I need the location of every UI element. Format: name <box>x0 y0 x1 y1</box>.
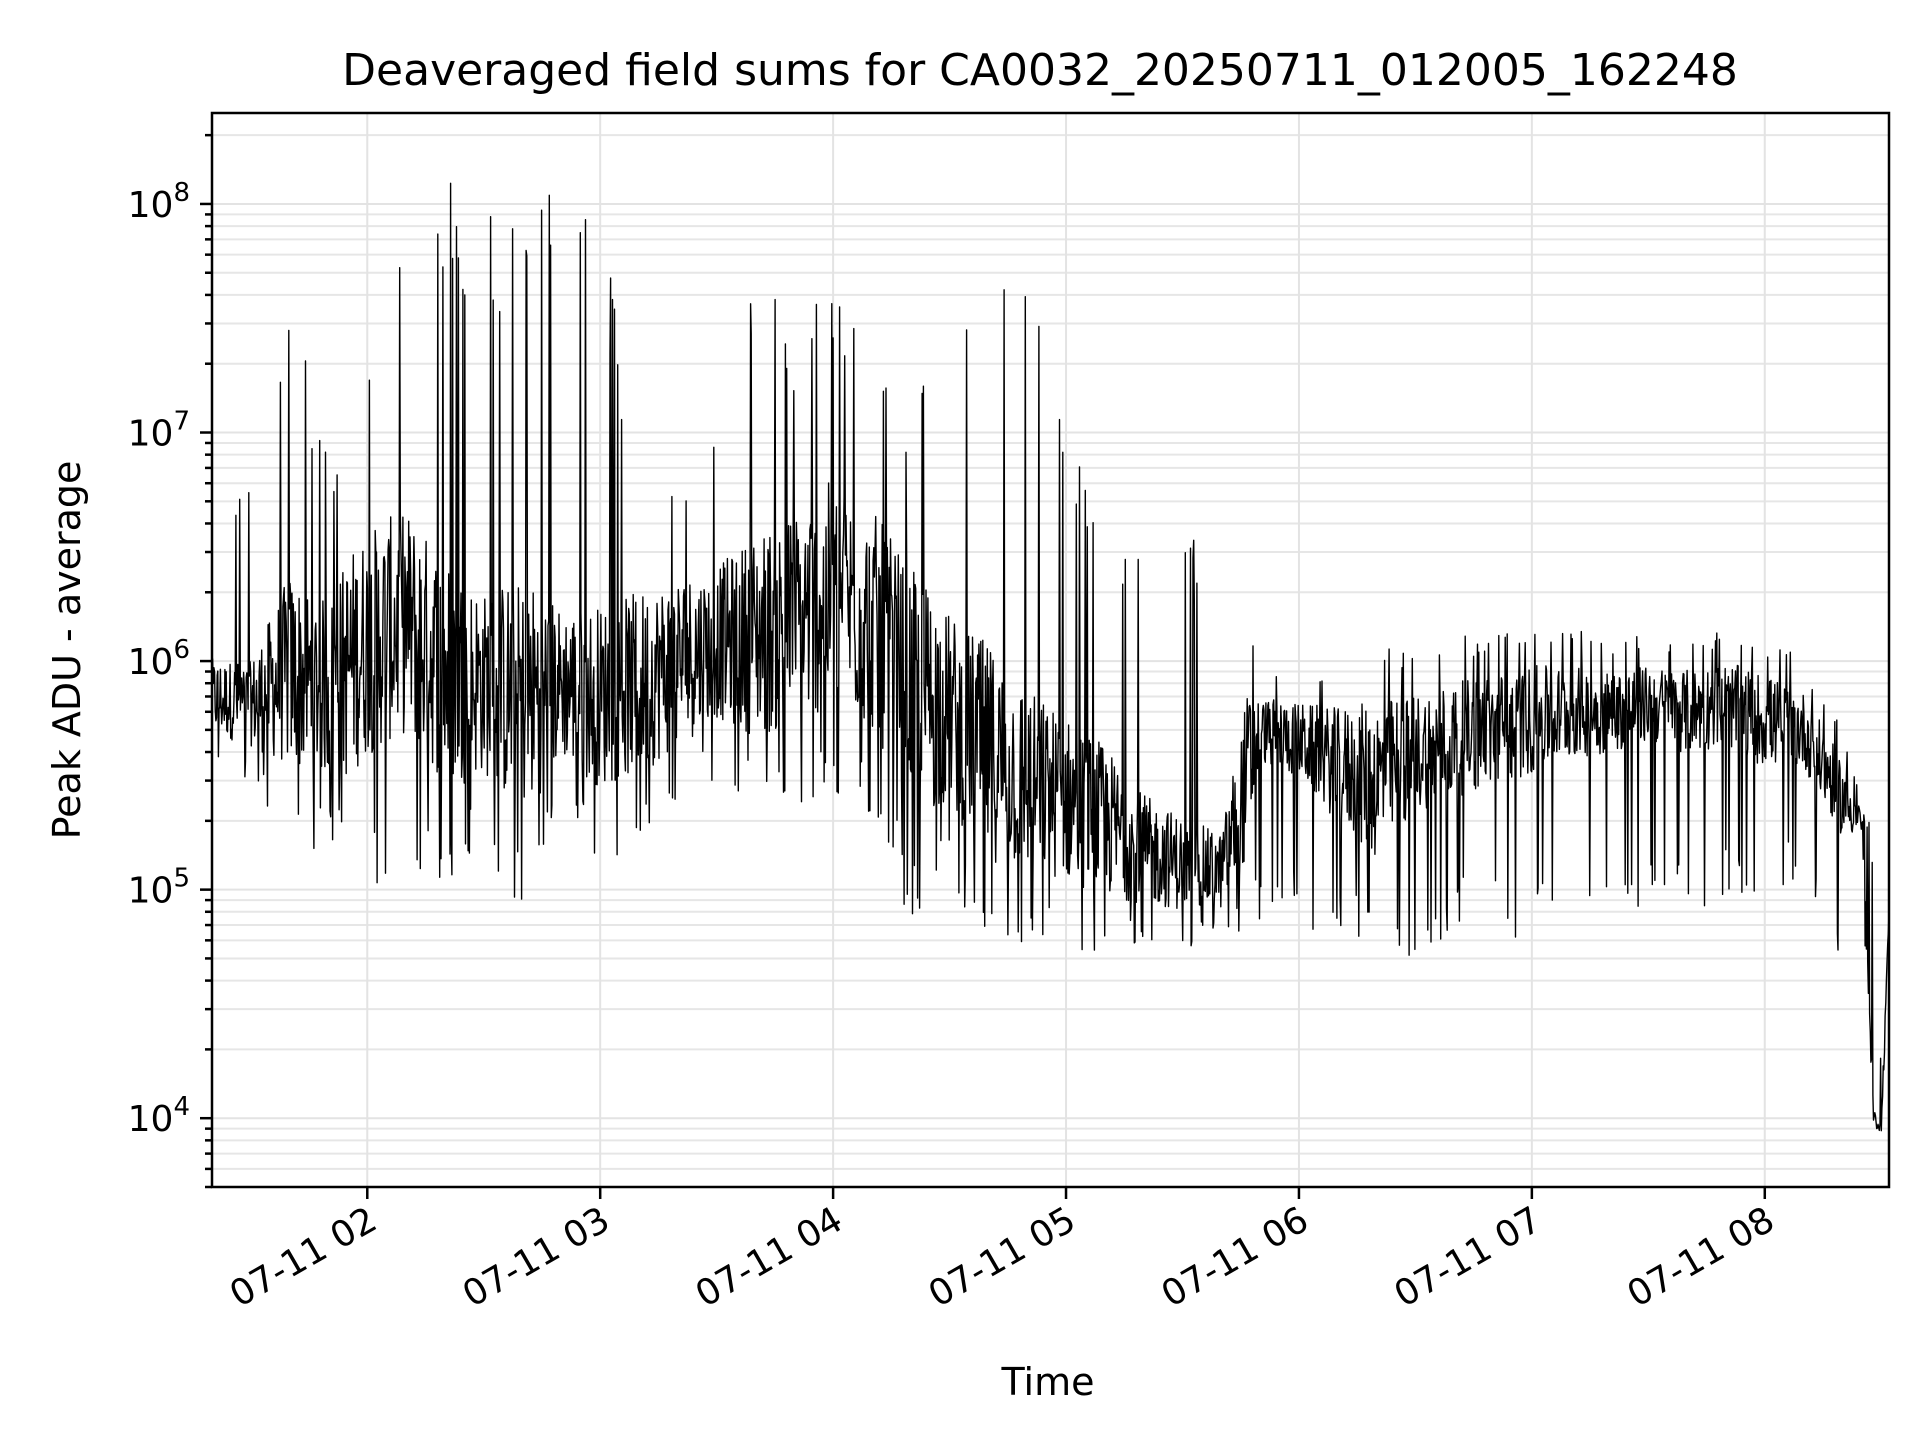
x-tick-label: 07-11 04 <box>689 1199 850 1315</box>
x-tick-label: 07-11 06 <box>1155 1199 1316 1315</box>
x-tick-label: 07-11 08 <box>1621 1199 1782 1315</box>
x-tick-label: 07-11 07 <box>1388 1199 1549 1315</box>
grid-layer <box>212 113 1889 1188</box>
y-tick-label: 105 <box>128 864 190 912</box>
y-tick-label: 107 <box>128 407 190 455</box>
series-line-0 <box>212 182 1889 1132</box>
y-tick-label: 104 <box>128 1092 190 1140</box>
y-tick-label: 106 <box>128 635 190 683</box>
x-tick-label: 07-11 03 <box>456 1199 617 1315</box>
x-tick-label: 07-11 05 <box>922 1199 1083 1315</box>
x-axis-label: Time <box>1001 1360 1095 1404</box>
y-axis-label: Peak ADU - average <box>45 461 89 840</box>
y-tick-label: 108 <box>128 178 190 226</box>
chart-title: Deaveraged field sums for CA0032_2025071… <box>342 45 1738 96</box>
plot-frame <box>210 111 1891 1189</box>
tick-layer: 104 105 106 107 108 07-11 02 07-11 03 07-11 04 0… <box>128 133 1782 1316</box>
x-tick-label: 07-11 02 <box>223 1199 384 1315</box>
series-layer <box>212 182 1889 1132</box>
